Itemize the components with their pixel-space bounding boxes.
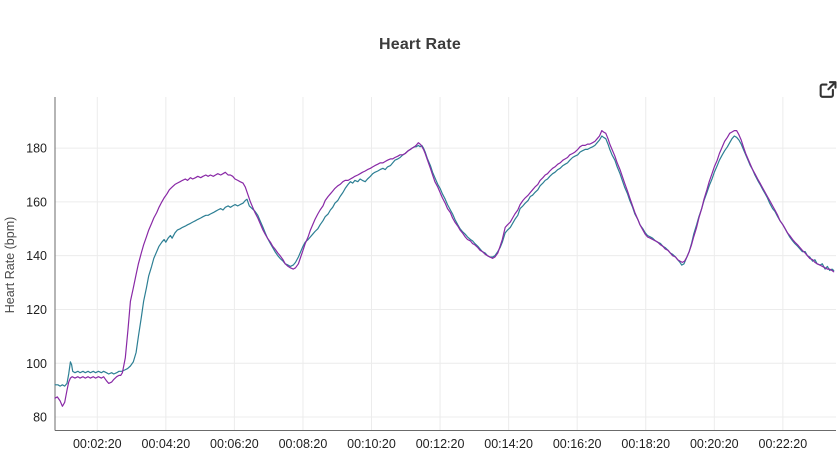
- y-tick-label: 140: [26, 249, 47, 263]
- x-tick-label: 00:04:20: [142, 437, 191, 451]
- y-tick-label: 120: [26, 303, 47, 317]
- y-tick-label: 100: [26, 357, 47, 371]
- x-tick-label: 00:20:20: [690, 437, 739, 451]
- open-external-button[interactable]: [817, 78, 839, 100]
- y-tick-label: 180: [26, 142, 47, 156]
- x-tick-label: 00:10:20: [347, 437, 396, 451]
- hr-line-series-1-purple: [54, 130, 835, 407]
- x-tick-label: 00:14:20: [484, 437, 533, 451]
- chart-title: Heart Rate: [378, 36, 462, 53]
- x-tick-label: 00:02:20: [73, 437, 122, 451]
- x-tick-label: 00:06:20: [210, 437, 259, 451]
- hr-line-series-2-teal: [54, 135, 835, 387]
- x-tick-label: 00:16:20: [553, 437, 602, 451]
- y-tick-label: 160: [26, 195, 47, 209]
- y-tick-label: 80: [33, 411, 47, 425]
- x-tick-label: 00:18:20: [621, 437, 670, 451]
- y-axis-title: Heart Rate (bpm): [3, 216, 17, 314]
- open-external-icon: [819, 81, 837, 98]
- x-tick-label: 00:12:20: [416, 437, 465, 451]
- x-tick-label: 00:08:20: [279, 437, 328, 451]
- x-tick-label: 00:22:20: [759, 437, 808, 451]
